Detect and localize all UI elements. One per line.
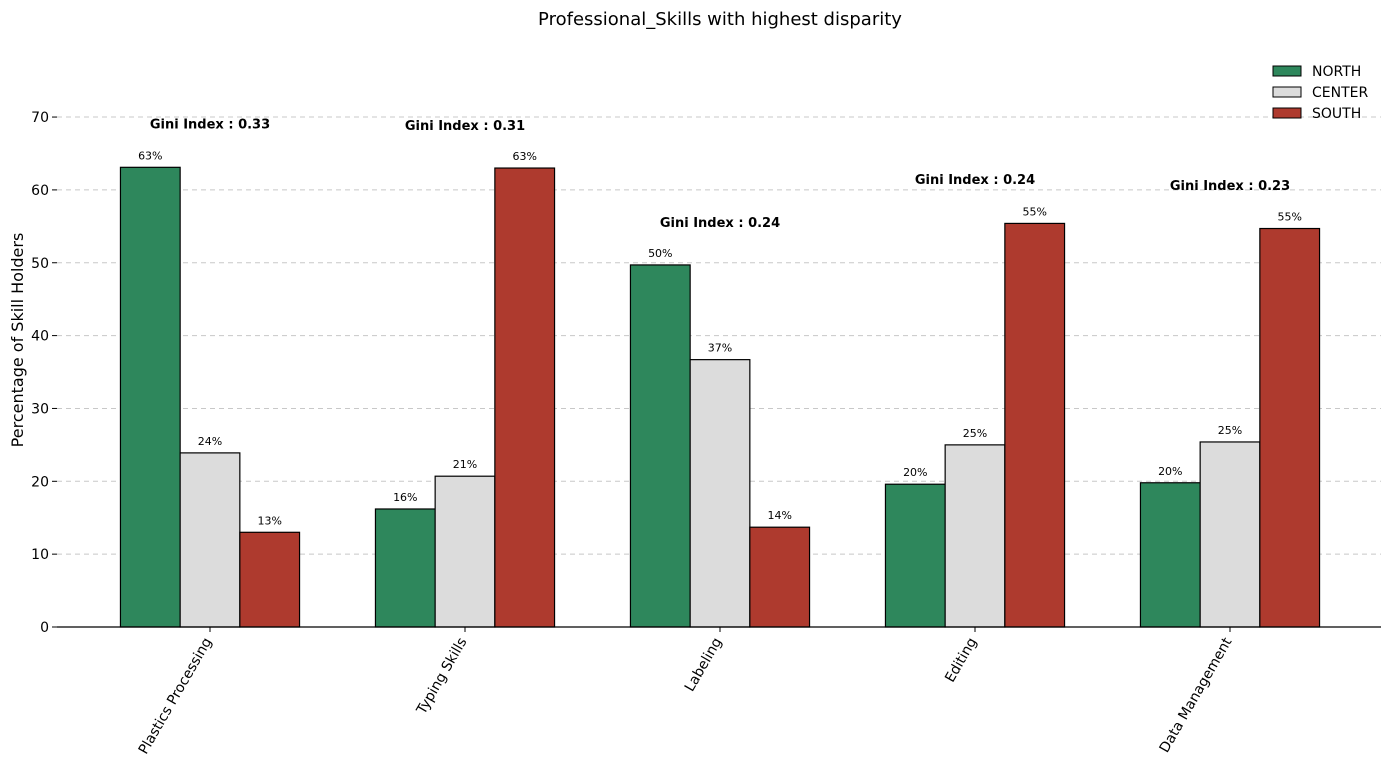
x-tick-label: Typing Skills: [413, 635, 470, 718]
gini-annotation: Gini Index : 0.24: [915, 173, 1035, 188]
bar: [884, 483, 946, 628]
y-tick-label: 20: [31, 474, 49, 490]
bar-value-label: 55%: [1277, 211, 1301, 224]
x-axis: Plastics Processing Typing Skills Labeling…: [57, 626, 1381, 757]
gini-annotation-separator: :: [479, 119, 493, 134]
bar-value-label: 24%: [198, 435, 222, 448]
bar-value-label: 55%: [1022, 205, 1046, 218]
y-axis: 0 10 20 30 40 50 60 70: [31, 110, 57, 636]
x-tick-label: Labeling: [682, 635, 726, 694]
bar-value-label: 20%: [903, 466, 927, 479]
bar: [749, 526, 811, 628]
gini-annotation-value: 0.24: [1003, 173, 1035, 188]
bar: [239, 531, 301, 628]
bar-labels: 63% 24% 13% 16% 21% 63% 50% 37% 14% 20% 25% 55% 20% 2…: [138, 149, 1302, 527]
gini-annotation: Gini Index : 0.23: [1170, 179, 1290, 194]
bar-value-label: 63%: [512, 150, 536, 163]
gini-annotation-value: 0.33: [238, 118, 270, 133]
gini-annotation-prefix: Gini Index: [1170, 179, 1245, 194]
legend-swatch: [1272, 107, 1302, 119]
gini-annotation-separator: :: [1244, 179, 1258, 194]
gini-annotation-value: 0.23: [1258, 179, 1290, 194]
legend: NORTH CENTER SOUTH: [1272, 64, 1368, 122]
legend-label: NORTH: [1312, 64, 1361, 80]
gini-annotation-separator: :: [734, 216, 748, 231]
bar-value-label: 50%: [648, 247, 672, 260]
gini-annotation-value: 0.24: [748, 216, 780, 231]
legend-label: SOUTH: [1312, 106, 1361, 122]
gini-annotation-prefix: Gini Index: [660, 216, 735, 231]
gini-annotation-separator: :: [224, 118, 238, 133]
y-axis-label: Percentage of Skill Holders: [8, 233, 27, 448]
bar-value-label: 21%: [453, 458, 477, 471]
gini-annotation-prefix: Gini Index: [405, 119, 480, 134]
bar-value-label: 25%: [1218, 424, 1242, 437]
gini-annotation-separator: :: [989, 173, 1003, 188]
bar-value-label: 13%: [257, 514, 281, 527]
bar: [179, 452, 241, 628]
y-tick-label: 30: [31, 401, 49, 417]
bar: [374, 508, 436, 628]
bar: [1139, 482, 1201, 628]
y-tick-label: 70: [31, 110, 49, 126]
bar: [434, 475, 496, 628]
bar: [689, 359, 751, 628]
bar-value-label: 14%: [767, 509, 791, 522]
y-tick-label: 40: [31, 329, 49, 345]
legend-swatch: [1272, 86, 1302, 98]
bar: [629, 264, 691, 628]
y-tick-label: 60: [31, 183, 49, 199]
y-tick-label: 10: [31, 547, 49, 563]
bar: [944, 444, 1006, 628]
y-tick-label: 50: [31, 256, 49, 272]
bar: [1259, 227, 1321, 628]
gini-annotation-prefix: Gini Index: [150, 118, 225, 133]
bar: [119, 166, 181, 628]
bar: [1199, 441, 1261, 628]
bar-value-label: 16%: [393, 491, 417, 504]
legend-label: CENTER: [1312, 85, 1368, 101]
gini-annotation: Gini Index : 0.33: [150, 118, 270, 133]
bar: [1004, 222, 1066, 628]
chart-title: Professional_Skills with highest dispari…: [538, 9, 902, 30]
legend-swatch: [1272, 65, 1302, 77]
bar-value-label: 63%: [138, 149, 162, 162]
bar: [494, 167, 556, 628]
gini-annotation-prefix: Gini Index: [915, 173, 990, 188]
bar-value-label: 37%: [708, 342, 732, 355]
bar-value-label: 25%: [963, 427, 987, 440]
y-tick-label: 0: [40, 620, 49, 636]
gini-annotation-value: 0.31: [493, 119, 525, 134]
x-tick-label: Plastics Processing: [136, 635, 216, 757]
x-tick-label: Editing: [942, 635, 980, 685]
x-tick-label: Data Management: [1157, 635, 1236, 756]
bars: [119, 166, 1321, 628]
bar-value-label: 20%: [1158, 465, 1182, 478]
gini-annotation: Gini Index : 0.31: [405, 119, 525, 134]
gini-annotation: Gini Index : 0.24: [660, 216, 780, 231]
